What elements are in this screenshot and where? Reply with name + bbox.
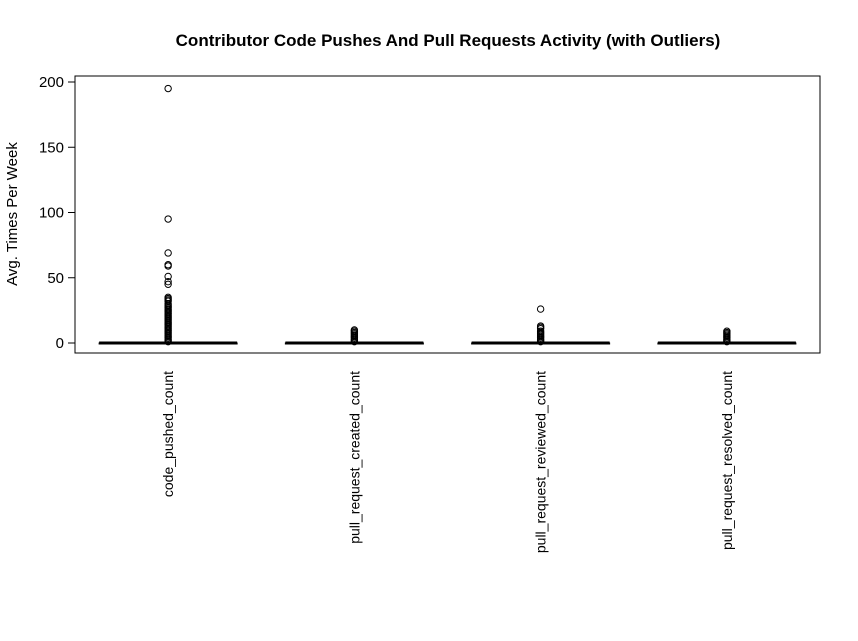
outlier-point [350,337,359,346]
outlier-point [164,277,172,286]
y-tick-label: 200 [39,74,64,91]
outlier-point [164,215,172,223]
y-tick-label: 150 [39,139,64,156]
x-tick-label: pull_request_reviewed_count [533,371,549,553]
box-pull_request_reviewed_count [471,305,611,346]
outlier-point [723,337,731,346]
outlier-point [536,337,545,346]
outlier-point [164,272,172,281]
y-tick-label: 50 [47,270,64,287]
boxes [98,84,797,346]
outlier-point [536,305,545,313]
x-tick-label: code_pushed_count [160,371,176,497]
x-tick-label: pull_request_created_count [346,371,362,544]
outlier-point [164,280,172,288]
y-axis: 0 50 100 150 200 [39,74,76,352]
plot-frame [74,75,821,354]
outlier-point [164,84,172,93]
box-code_pushed_count [98,84,238,346]
y-axis-label: Avg. Times Per Week [4,142,21,286]
outlier-point [164,262,172,270]
box-pull_request_created_count [284,326,424,346]
x-axis-labels: code_pushed_count pull_request_created_co… [160,371,735,553]
chart-title: Contributor Code Pushes And Pull Request… [176,31,721,50]
y-tick-label: 0 [56,335,64,352]
x-tick-label: pull_request_resolved_count [719,371,735,550]
outlier-point [164,249,172,257]
box-pull_request_resolved_count [657,327,797,346]
y-tick-label: 100 [39,205,64,222]
outlier-point [164,337,172,346]
